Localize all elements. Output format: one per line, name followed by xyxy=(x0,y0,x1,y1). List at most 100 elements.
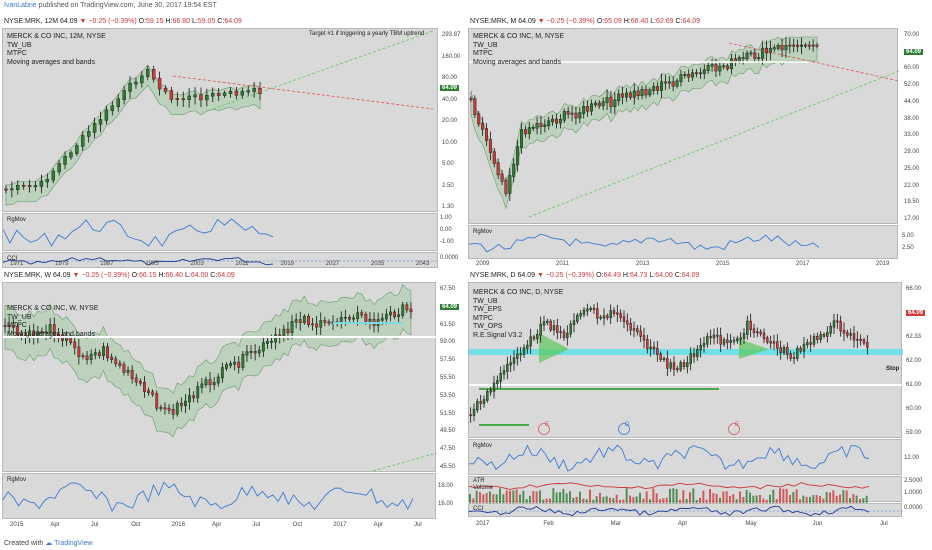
volume-bar xyxy=(715,494,718,503)
price-pane[interactable]: MERCK & CO INC, 12M, NYSE TW_UB MTPC Moving… xyxy=(2,28,438,212)
candle xyxy=(486,391,489,401)
atr-volume-pane[interactable]: ATR Volume xyxy=(468,476,902,503)
time-axis-label: Jul xyxy=(252,522,261,528)
volume-bar xyxy=(652,488,655,503)
volume-bar xyxy=(819,496,821,503)
cci-pane[interactable]: CCI xyxy=(2,252,439,268)
candle xyxy=(246,90,250,93)
candle xyxy=(122,364,126,373)
candle xyxy=(629,322,632,331)
volume-bar xyxy=(505,490,508,503)
price-axis-label: 44.00 xyxy=(904,98,920,105)
price-pane[interactable]: MERCK & CO INC, W, NYSE TW_UB MTPC Moving a… xyxy=(2,282,437,472)
price-axis[interactable]: 66.00 64.09 62.33 62.00 61.00 60.00 59.00 xyxy=(904,282,932,438)
indicator-legend: MERCK & CO INC, M, NYSE TW_UB MTPC Moving a… xyxy=(473,33,564,67)
volume-bar xyxy=(552,488,555,503)
candle xyxy=(826,332,829,337)
volume-bar xyxy=(499,488,501,503)
candle xyxy=(613,99,617,107)
price-axis[interactable]: 70.00 64.09 60.00 52.00 44.00 38.00 33.00 29.00… xyxy=(902,28,932,224)
candle xyxy=(536,333,539,340)
volume-bar xyxy=(865,495,868,503)
candle xyxy=(469,98,473,100)
time-axis-label: 1971 xyxy=(10,261,24,267)
price-axis-label: 57.50 xyxy=(440,357,456,364)
candle xyxy=(496,162,500,176)
rgmov-axis-label: -1.00 xyxy=(440,239,454,245)
price-axis-label: 52.00 xyxy=(904,82,920,89)
volume-bar xyxy=(722,491,725,503)
candle xyxy=(535,123,539,129)
candle xyxy=(175,98,180,100)
price-axis-label: 38.00 xyxy=(904,115,920,122)
time-axis-label: 2017 xyxy=(476,521,490,527)
volume-bar xyxy=(635,496,638,503)
candle xyxy=(187,95,191,101)
price-axis-label: 70.00 xyxy=(904,32,920,38)
rgmov-pane[interactable]: RgMov xyxy=(468,439,902,475)
candle xyxy=(589,103,593,112)
candle xyxy=(51,170,55,181)
volume-bar xyxy=(705,499,708,503)
candle xyxy=(596,308,599,319)
volume-bar xyxy=(655,493,658,503)
candle xyxy=(652,86,656,91)
candle xyxy=(732,339,736,342)
candle xyxy=(143,382,146,392)
rgmov-pane[interactable]: RgMov xyxy=(2,473,436,519)
legend-line: MERCK & CO INC, M, NYSE xyxy=(473,33,565,40)
volume-bar xyxy=(719,497,721,503)
candle xyxy=(240,90,245,96)
chart-panel-daily[interactable]: NYSE:MRK, D 64.09 ▼ −0.25 (−0.39%) O:64.… xyxy=(466,270,932,532)
candle xyxy=(649,346,652,350)
price-axis-label: 22.00 xyxy=(904,182,920,189)
author-link[interactable]: IvanLabrie xyxy=(4,2,37,9)
candle xyxy=(666,358,669,369)
candle xyxy=(106,346,109,359)
cci-pane[interactable]: CCI xyxy=(468,503,903,517)
change-arrow-icon: ▼ xyxy=(72,272,80,279)
price-axis-label: 293.87 xyxy=(442,32,461,38)
rgmov-line xyxy=(3,218,274,247)
rgmov-axis: 12.00 xyxy=(904,439,932,475)
candle xyxy=(504,180,508,194)
candle xyxy=(225,364,228,369)
price-axis-label: 19.50 xyxy=(904,199,920,206)
candle xyxy=(809,342,812,345)
candle xyxy=(582,309,586,315)
candle xyxy=(116,98,120,107)
price-pane[interactable]: MERCK & CO INC, D, NYSE TW_UB TW_EPS MTPC TW… xyxy=(468,282,903,438)
rgmov-pane[interactable]: RgMov xyxy=(468,225,898,259)
price-axis-label: 10.00 xyxy=(442,139,458,146)
time-axis-label: 2003 xyxy=(190,261,204,267)
price-axis[interactable]: 293.87 160.00 80.00 40.00 20.00 10.00 5.00 2.50… xyxy=(440,28,466,212)
price-pane[interactable]: MERCK & CO INC, M, NYSE TW_UB MTPC Moving a… xyxy=(468,28,899,224)
candle xyxy=(73,341,77,349)
candle xyxy=(151,391,155,395)
candle xyxy=(241,353,245,368)
symbol-label: NYSE:MRK, W xyxy=(4,272,52,279)
candle xyxy=(859,338,862,341)
volume-bar xyxy=(859,498,861,503)
candle xyxy=(302,316,306,324)
candle xyxy=(862,339,866,344)
ohlc: O:66.15 H:66.40 L:64.00 C:64.09 xyxy=(131,272,235,279)
chart-panel-yearly[interactable]: NYSE:MRK, 12M 64.09 ▼ −0.25 (−0.39%) O:5… xyxy=(0,16,466,270)
price-axis[interactable]: 67.50 64.09 61.50 59.00 57.50 55.50 53.50 51.50… xyxy=(438,282,466,472)
candle xyxy=(667,81,671,84)
chart-panel-monthly[interactable]: NYSE:MRK, M 64.09 ▼ −0.25 (−0.39%) O:65.… xyxy=(466,16,932,270)
tradingview-link[interactable]: TradingView xyxy=(54,540,93,547)
volume-bar xyxy=(845,490,848,503)
candle xyxy=(211,93,215,97)
chart-panel-weekly[interactable]: NYSE:MRK, W 64.09 ▼ −0.25 (−0.39%) O:66.… xyxy=(0,270,466,532)
volume-bar xyxy=(795,489,798,503)
volume-bar xyxy=(682,490,685,503)
time-axis-label: Jul xyxy=(414,522,422,528)
candle xyxy=(98,119,103,125)
candle xyxy=(636,90,640,96)
candle xyxy=(749,320,752,331)
rgmov-pane[interactable]: RgMov xyxy=(2,213,438,251)
indicator-legend: MERCK & CO INC, D, NYSE TW_UB TW_EPS MTPC TW… xyxy=(473,289,563,340)
candle xyxy=(698,72,702,75)
candle xyxy=(836,320,839,323)
